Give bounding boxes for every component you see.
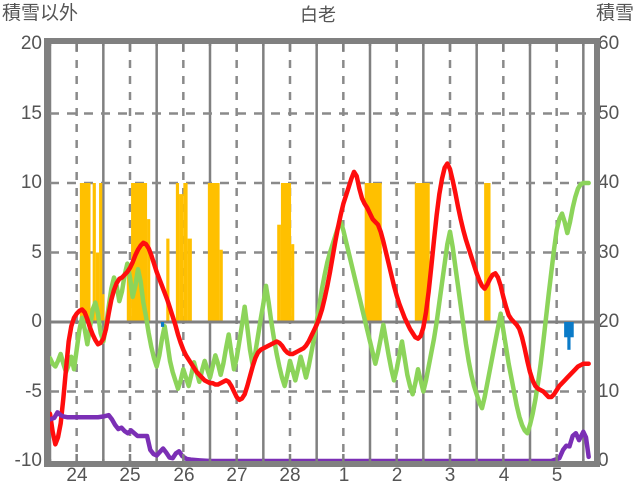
snowfall-bars [160, 322, 574, 350]
x-tick-27: 27 [226, 465, 248, 486]
left-tick-15: 15 [20, 103, 42, 124]
x-tick-1: 1 [338, 465, 350, 486]
temperature-line [50, 161, 591, 447]
right-tick-10: 10 [598, 381, 620, 402]
left-tick-5: 5 [31, 242, 42, 263]
x-tick-28: 28 [279, 465, 301, 486]
right-tick-20: 20 [598, 311, 620, 332]
left-tick-0: 0 [31, 311, 42, 332]
right-tick-0: 0 [598, 450, 609, 471]
left-tick-m5: -5 [25, 381, 42, 402]
plot-area [50, 44, 594, 461]
chart-canvas [50, 44, 594, 461]
x-tick-3: 3 [444, 465, 456, 486]
wind-line [50, 180, 591, 436]
x-tick-5: 5 [551, 465, 563, 486]
x-tick-4: 4 [498, 465, 510, 486]
right-axis-title: 積雪 [595, 3, 634, 24]
x-tick-2: 2 [391, 465, 403, 486]
left-tick-10: 10 [20, 172, 42, 193]
right-tick-30: 30 [598, 242, 620, 263]
left-tick-20: 20 [20, 33, 42, 54]
chart-title: 白老 [300, 5, 336, 25]
x-tick-26: 26 [173, 465, 195, 486]
left-axis-title: 積雪以外 [2, 3, 79, 24]
left-tick-m10: -10 [14, 450, 42, 471]
right-tick-40: 40 [598, 172, 620, 193]
x-tick-24: 24 [66, 465, 88, 486]
snow-depth-line [50, 410, 591, 461]
right-tick-50: 50 [598, 103, 620, 124]
right-tick-60: 60 [598, 33, 620, 54]
x-tick-25: 25 [119, 465, 141, 486]
